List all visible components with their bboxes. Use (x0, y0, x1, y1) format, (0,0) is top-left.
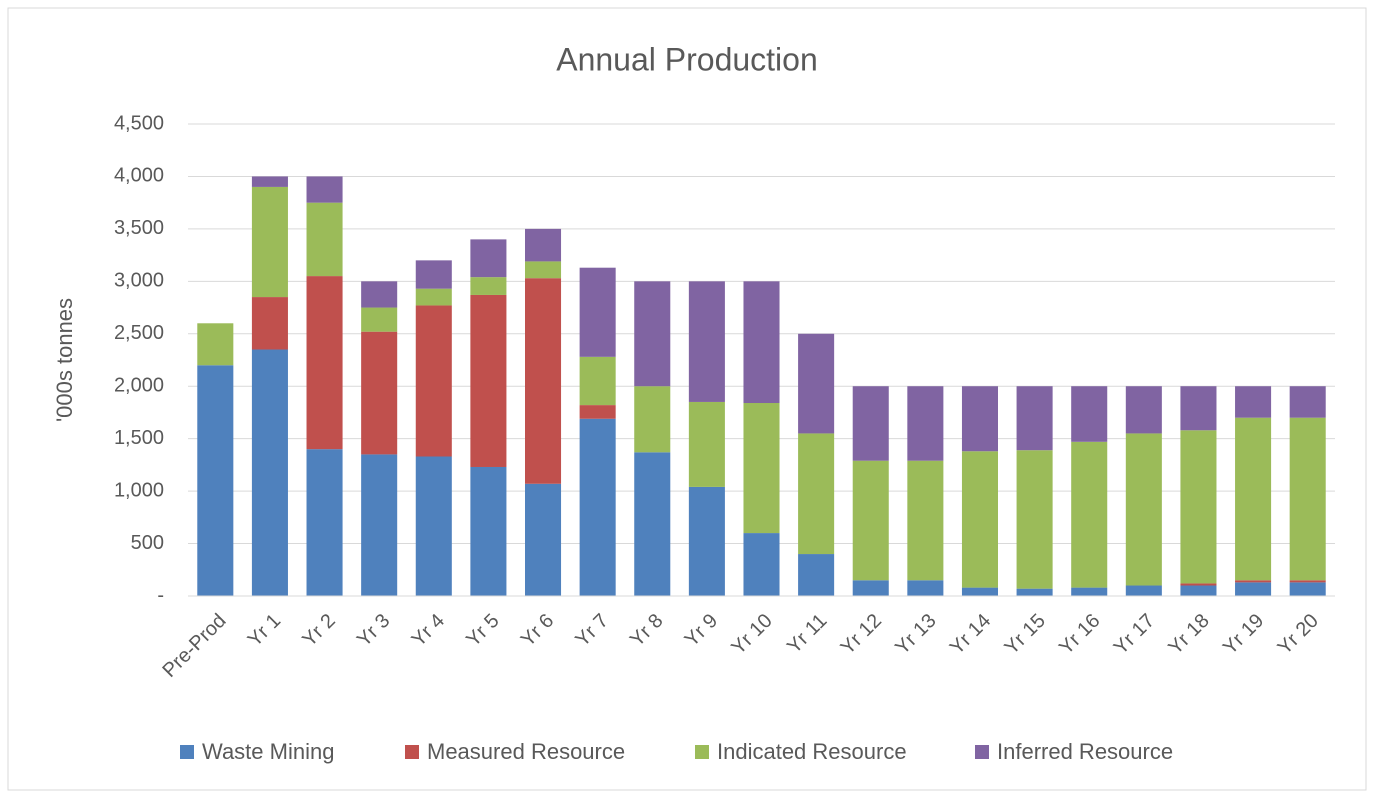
bar-segment (634, 281, 671, 387)
bar-segment (415, 288, 452, 306)
bar-segment (1289, 417, 1326, 581)
bar-segment (743, 281, 780, 404)
bar-segment (1289, 386, 1326, 418)
bar-segment (306, 176, 343, 203)
legend-label: Measured Resource (427, 739, 625, 764)
bar-segment (524, 261, 562, 279)
bar-segment (579, 356, 616, 406)
legend-label: Indicated Resource (717, 739, 907, 764)
bar-segment (470, 277, 507, 295)
legend-swatch (180, 745, 194, 759)
bar-segment (1125, 433, 1162, 586)
bar-segment (415, 456, 452, 596)
bar-segment (1235, 580, 1272, 583)
y-tick-label: 500 (131, 532, 164, 554)
bar-segment (1180, 583, 1217, 586)
bar-segment (251, 297, 288, 350)
legend-swatch (975, 745, 989, 759)
bar-segment (251, 176, 288, 187)
bar-segment (361, 281, 398, 308)
bar-segment (1180, 585, 1217, 596)
bar-segment (1016, 386, 1053, 451)
bar-segment (907, 580, 944, 596)
legend-swatch (695, 745, 709, 759)
bar-segment (852, 580, 889, 596)
bar-segment (634, 452, 671, 596)
y-tick-label: 1,500 (114, 427, 164, 449)
bar-segment (1235, 582, 1272, 596)
bar-segment (743, 403, 780, 534)
bar-segment (251, 186, 288, 298)
bar-segment (907, 386, 944, 461)
y-tick-label: 4,000 (114, 165, 164, 187)
bar-segment (361, 454, 398, 596)
bar-segment (1016, 588, 1053, 596)
bar-segment (688, 281, 725, 402)
bar-segment (470, 239, 507, 278)
bar-segment (1071, 587, 1108, 596)
bar-segment (1289, 580, 1326, 583)
bar-segment (361, 331, 398, 455)
bar-segment (1180, 386, 1217, 431)
bar-segment (688, 401, 725, 487)
y-tick-label: 2,000 (114, 375, 164, 397)
bar-segment (961, 386, 999, 452)
bar-segment (1071, 386, 1108, 442)
y-tick-label: - (157, 584, 164, 606)
bar-segment (306, 449, 343, 596)
bar-segment (798, 433, 835, 555)
y-tick-label: 2,500 (114, 322, 164, 344)
bar-segment (306, 276, 343, 450)
bar-segment (852, 460, 889, 581)
bar-segment (524, 278, 562, 484)
bar-segment (524, 228, 562, 262)
y-tick-label: 3,500 (114, 217, 164, 239)
legend-label: Waste Mining (202, 739, 334, 764)
y-tick-label: 4,500 (114, 112, 164, 134)
bar-segment (798, 333, 835, 434)
y-tick-label: 1,000 (114, 479, 164, 501)
bar-segment (634, 386, 671, 453)
legend-label: Inferred Resource (997, 739, 1173, 764)
bar-segment (852, 386, 889, 461)
bar-segment (1235, 386, 1272, 418)
bar-segment (579, 418, 616, 596)
bar-segment (197, 365, 234, 596)
y-axis-label: '000s tonnes (52, 298, 77, 422)
bar-segment (470, 294, 507, 467)
bar-segment (524, 483, 562, 596)
bar-segment (961, 451, 999, 588)
bar-segment (1125, 585, 1162, 596)
bar-segment (1180, 430, 1217, 584)
bar-segment (743, 533, 780, 596)
bar-segment (1016, 450, 1053, 589)
bar-segment (197, 323, 234, 366)
bar-segment (579, 405, 616, 419)
bar-segment (415, 260, 452, 289)
bar-segment (1071, 441, 1108, 588)
bar-segment (1235, 417, 1272, 581)
bar-segment (1125, 386, 1162, 434)
bar-segment (688, 486, 725, 596)
bar-segment (1289, 582, 1326, 596)
bar-segment (251, 349, 288, 596)
bar-segment (306, 202, 343, 277)
chart-title: Annual Production (556, 41, 818, 77)
bar-segment (798, 554, 835, 596)
bar-segment (579, 267, 616, 357)
bar-segment (415, 305, 452, 457)
legend-swatch (405, 745, 419, 759)
bar-segment (470, 466, 507, 596)
bar-segment (361, 307, 398, 332)
bar-segment (907, 460, 944, 581)
bar-segment (961, 587, 999, 596)
y-tick-label: 3,000 (114, 270, 164, 292)
